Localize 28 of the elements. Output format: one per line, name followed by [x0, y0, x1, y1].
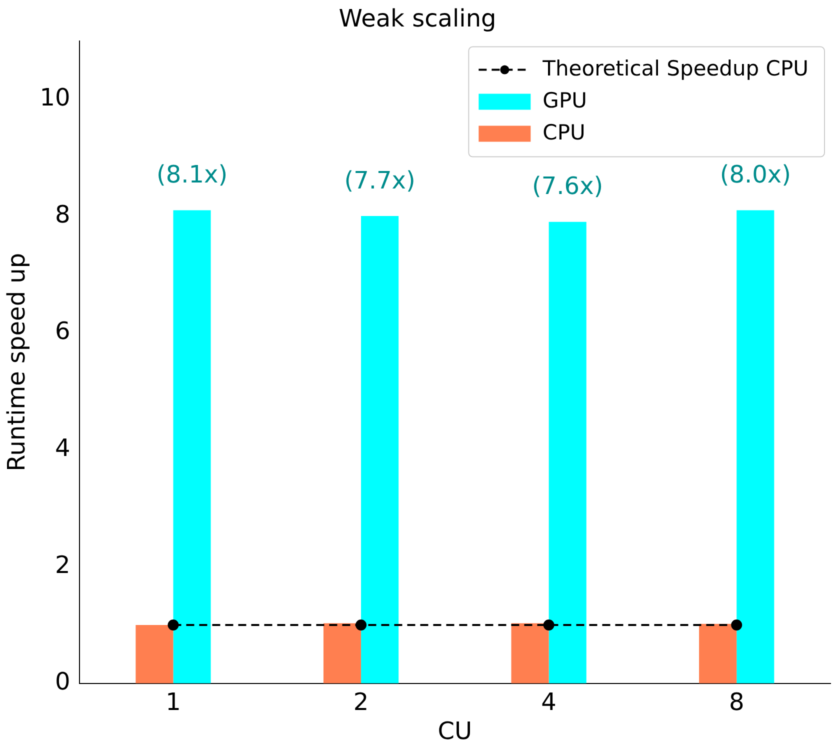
annotation: (7.6x): [532, 172, 604, 200]
bar: [173, 210, 211, 684]
y-axis-title: Runtime speed up: [2, 252, 31, 472]
x-tick-label: 8: [728, 688, 744, 716]
y-tick-label: 6: [55, 317, 70, 346]
x-axis-title: CU: [438, 716, 472, 745]
annotation: (7.7x): [344, 166, 416, 194]
y-tick-label: 4: [55, 434, 70, 462]
bar: [511, 623, 549, 684]
x-tick-label: 4: [541, 688, 556, 716]
legend-label: CPU: [542, 120, 586, 144]
y-tick-label: 10: [40, 83, 70, 112]
bar: [548, 222, 586, 684]
annotation: (8.0x): [720, 160, 791, 188]
annotation: (8.1x): [156, 160, 228, 188]
bar: [699, 624, 737, 684]
x-tick-label: 1: [166, 688, 181, 716]
bar: [136, 624, 174, 684]
legend-label: GPU: [542, 88, 587, 112]
y-tick-label: 8: [55, 200, 70, 228]
x-tick-label: 2: [353, 688, 369, 716]
y-tick-label: 2: [55, 550, 70, 579]
legend-label: Theoretical Speedup CPU: [542, 56, 809, 80]
bar: [361, 216, 399, 684]
bar: [736, 210, 774, 684]
bar: [323, 623, 362, 684]
y-tick-label: 0: [55, 668, 70, 696]
chart-title: Weak scaling: [338, 4, 496, 33]
